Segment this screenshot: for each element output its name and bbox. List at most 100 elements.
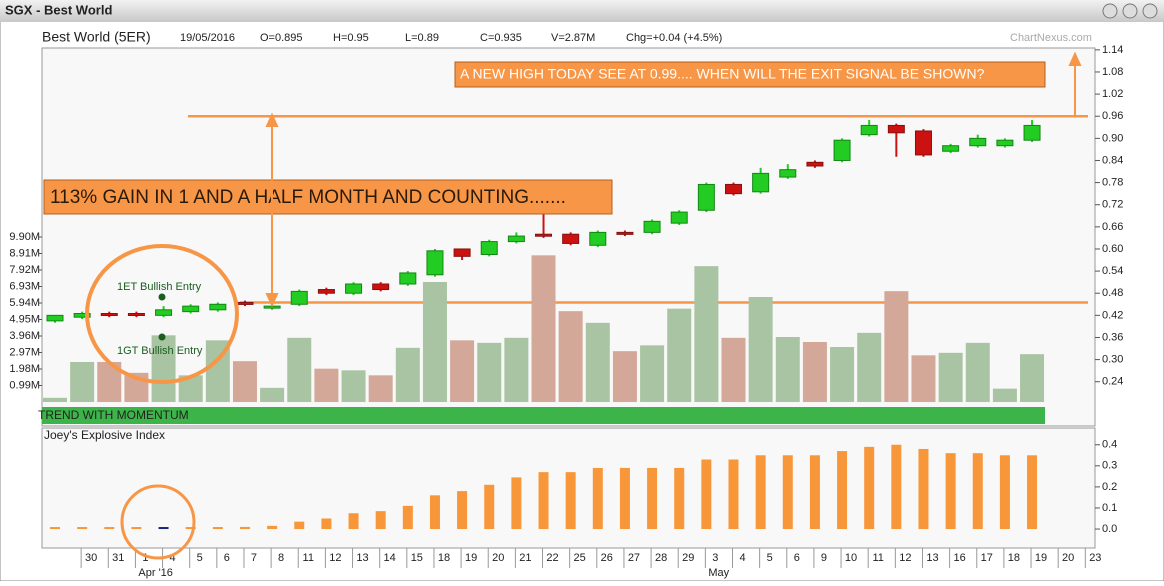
candle-body	[806, 161, 824, 167]
indicator-bar	[402, 505, 413, 530]
candle-body	[182, 305, 200, 313]
close-button[interactable]	[1142, 3, 1158, 19]
x-tick-label: 29	[682, 552, 694, 564]
candle-body	[562, 233, 580, 244]
indicator-bar	[131, 527, 142, 530]
indicator-bar	[239, 526, 250, 530]
signal-dot	[158, 333, 166, 341]
close: C=0.935	[480, 32, 522, 44]
y-tick-label: 0.60	[1102, 243, 1123, 255]
candle-body	[779, 169, 797, 178]
y-tick-label: 0.0	[1102, 523, 1117, 535]
volume-bar	[938, 352, 963, 402]
volume-bar	[341, 370, 366, 402]
maximize-button[interactable]	[1122, 3, 1138, 19]
candle-body	[73, 313, 91, 318]
arrow-head	[265, 112, 279, 127]
x-tick-label: 27	[628, 552, 640, 564]
plot: 0.240.300.360.420.480.540.600.660.720.78…	[9, 44, 1123, 579]
volume-bar	[314, 368, 339, 402]
x-tick-label: 4	[739, 552, 745, 564]
indicator-bar	[50, 527, 60, 530]
volume-bar	[450, 340, 475, 402]
candle-body	[480, 241, 498, 255]
indicator-bar	[429, 495, 440, 530]
x-tick-label: 19	[1035, 552, 1047, 564]
x-tick-label: 11	[872, 552, 883, 564]
y-tick-label: 0.1	[1102, 502, 1117, 514]
x-tick-label: 6	[224, 552, 230, 564]
y-tick-label: 1.08	[1102, 66, 1123, 78]
y-tick-label: 0.3	[1102, 460, 1117, 472]
indicator-bar	[158, 527, 169, 530]
date: 19/05/2016	[180, 32, 235, 44]
title-bar	[0, 0, 1164, 22]
highlight-circle	[120, 484, 196, 560]
minimize-button[interactable]	[1102, 3, 1118, 19]
x-tick-label: 18	[1008, 552, 1020, 564]
volume-bar	[531, 255, 556, 402]
signal-label: 1GT Bullish Entry	[117, 345, 203, 357]
candle-body	[752, 172, 770, 193]
x-tick-label: 9	[821, 552, 827, 564]
candle-body	[725, 183, 742, 195]
indicator-bar	[1027, 455, 1038, 530]
x-tick-label: 15	[411, 552, 423, 564]
stock-name: Best World (5ER)	[42, 29, 151, 45]
annotation: A NEW HIGH TODAY SEE AT 0.99.... WHEN WI…	[460, 66, 985, 82]
candle-body	[833, 139, 851, 161]
annotation-box	[43, 179, 613, 215]
indicator-bar	[728, 459, 739, 530]
volume-bar	[667, 308, 692, 402]
y-tick-label: 0.24	[1102, 376, 1123, 388]
indicator-bar	[837, 451, 848, 530]
volume-bar	[612, 351, 637, 402]
candle-body	[345, 283, 363, 294]
y2-tick-label: 1.98M	[9, 363, 40, 375]
volume-bar	[43, 397, 67, 402]
volume-bar	[1020, 354, 1045, 402]
candle-body	[209, 303, 227, 311]
volume-bar	[260, 387, 285, 402]
watermark: ChartNexus.com	[1010, 32, 1092, 44]
indicator-bar	[918, 448, 929, 530]
y-tick-label: 0.2	[1102, 481, 1117, 493]
indicator-bar	[945, 453, 956, 530]
indicator-bar	[484, 484, 495, 530]
y-tick-label: 1.02	[1102, 88, 1123, 100]
highlight-circle	[85, 244, 239, 384]
volume-bar	[585, 322, 610, 402]
low: L=0.89	[405, 32, 439, 44]
volume-bar	[640, 345, 665, 402]
x-tick-label: 6	[794, 552, 800, 564]
volume-bar	[721, 337, 746, 402]
y-tick-label: 0.84	[1102, 154, 1123, 166]
volume-bar	[775, 337, 800, 402]
volume-bar	[70, 362, 95, 402]
x-tick-label: 30	[85, 552, 97, 564]
candle-body	[969, 137, 987, 147]
x-tick-label: 20	[492, 552, 504, 564]
x-tick-label: 14	[384, 552, 396, 564]
candle-body	[589, 231, 607, 246]
x-tick-label: 25	[574, 552, 586, 564]
x-tick-label: 18	[438, 552, 450, 564]
candle-body	[697, 183, 715, 211]
y2-tick-label: 4.95M	[9, 313, 40, 325]
x-tick-label: 13	[356, 552, 368, 564]
y-tick-label: 0.72	[1102, 199, 1123, 211]
x-tick-label: 10	[845, 552, 857, 564]
indicator-title: Joey's Explosive Index	[44, 428, 165, 442]
candle-body	[453, 248, 471, 257]
volume-bar	[802, 342, 827, 402]
x-tick-label: 20	[1062, 552, 1074, 564]
volume-bar	[477, 342, 502, 402]
candle-body	[317, 289, 335, 294]
x-tick-label: 4	[169, 552, 175, 564]
y2-tick-label: 0.99M	[9, 379, 40, 391]
month-label: Apr '16	[138, 567, 173, 579]
volume-bar	[830, 347, 855, 402]
candle-body	[643, 220, 661, 233]
volume-bar	[422, 282, 447, 402]
indicator-bar	[321, 518, 332, 530]
